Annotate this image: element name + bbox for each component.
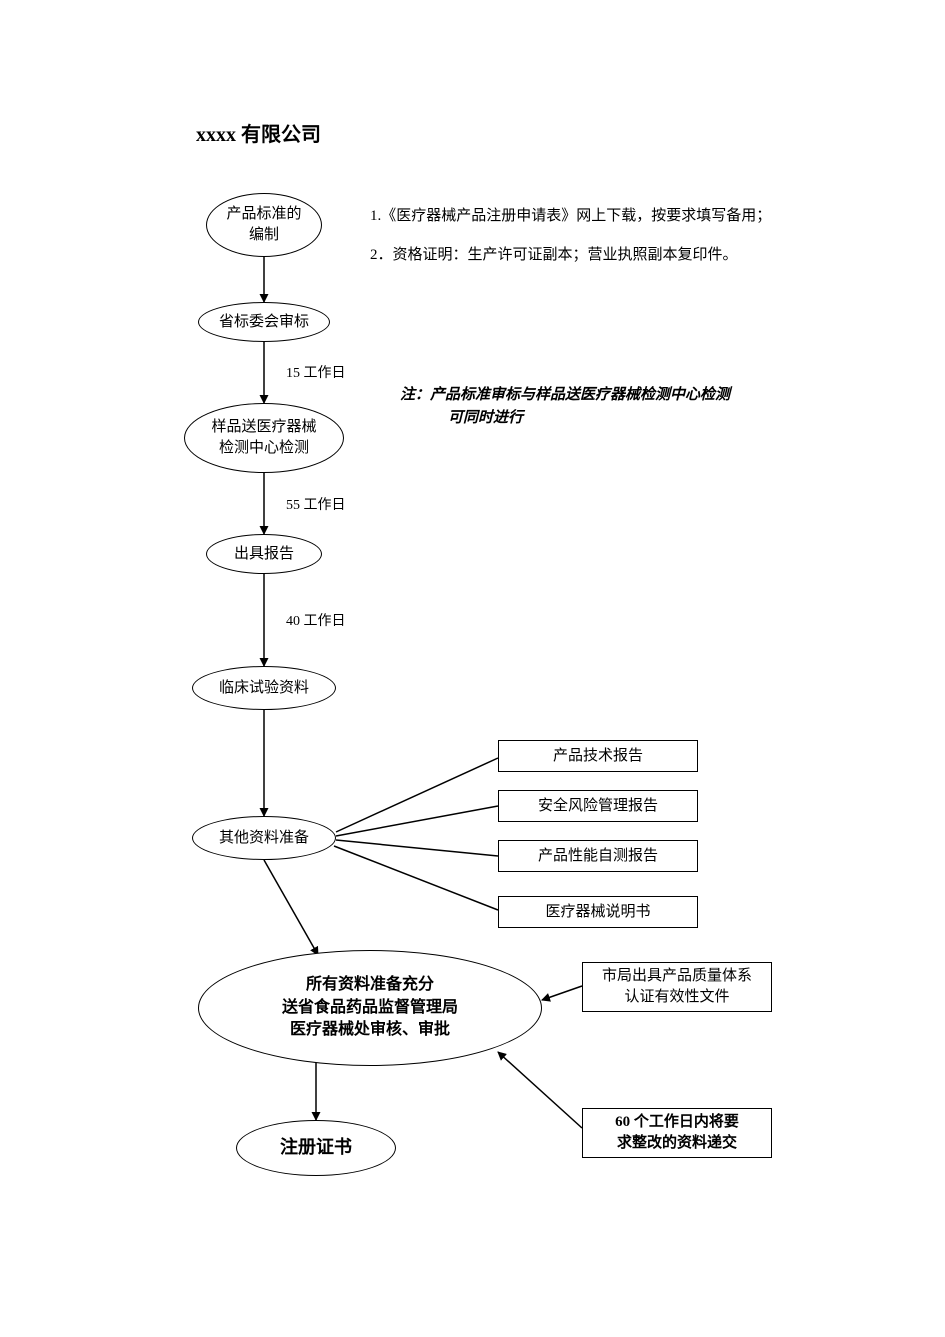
flow-rect-label-r5: 市局出具产品质量体系认证有效性文件 — [602, 966, 752, 1008]
edge-e11 — [334, 846, 498, 910]
flow-node-n1: 产品标准的编制 — [206, 193, 322, 257]
flow-node-n5: 临床试验资料 — [192, 666, 336, 710]
flow-node-label-n5: 临床试验资料 — [219, 678, 309, 699]
flow-rect-label-r4: 医疗器械说明书 — [545, 902, 650, 923]
flow-rect-r2: 安全风险管理报告 — [498, 790, 698, 822]
flow-rect-r4: 医疗器械说明书 — [498, 896, 698, 928]
flow-rect-r3: 产品性能自测报告 — [498, 840, 698, 872]
flow-rect-label-r3: 产品性能自测报告 — [538, 846, 658, 867]
flow-rect-r6: 60 个工作日内将要求整改的资料递交 — [582, 1108, 772, 1158]
flow-node-label-n6: 其他资料准备 — [219, 828, 309, 849]
side-line-1: 1.《医疗器械产品注册申请表》网上下载，按要求填写备用； — [370, 202, 870, 231]
flow-node-label-n3: 样品送医疗器械检测中心检测 — [211, 417, 316, 459]
flow-node-n3: 样品送医疗器械检测中心检测 — [184, 403, 344, 473]
flow-node-n2: 省标委会审标 — [198, 302, 330, 342]
edge-e10 — [336, 840, 498, 856]
flow-rect-label-r2: 安全风险管理报告 — [538, 796, 658, 817]
flow-node-label-n4: 出具报告 — [234, 544, 294, 565]
flow-rect-r1: 产品技术报告 — [498, 740, 698, 772]
flow-node-label-n1: 产品标准的编制 — [226, 204, 301, 246]
flow-node-label-n2: 省标委会审标 — [219, 312, 309, 333]
side-line-2: 2．资格证明：生产许可证副本；营业执照副本复印件。 — [370, 241, 870, 270]
flow-node-n4: 出具报告 — [206, 534, 322, 574]
flow-rect-r5: 市局出具产品质量体系认证有效性文件 — [582, 962, 772, 1012]
flow-node-n6: 其他资料准备 — [192, 816, 336, 860]
edge-label-l2: 55 工作日 — [286, 494, 346, 514]
note-line-1: 注：产品标准审标与样品送医疗器械检测中心检测 — [400, 384, 820, 407]
edge-e9 — [336, 806, 498, 836]
flow-node-n8: 注册证书 — [236, 1120, 396, 1176]
flow-node-n7: 所有资料准备充分送省食品药品监督管理局医疗器械处审核、审批 — [198, 950, 542, 1066]
edge-label-l1: 15 工作日 — [286, 362, 346, 382]
flow-node-label-n8: 注册证书 — [280, 1135, 352, 1160]
edge-e12 — [542, 986, 582, 1000]
note-line-2: 可同时进行 — [400, 407, 820, 430]
note-text: 注：产品标准审标与样品送医疗器械检测中心检测 可同时进行 — [400, 384, 820, 429]
edge-e6 — [264, 860, 318, 955]
flow-rect-label-r6: 60 个工作日内将要求整改的资料递交 — [615, 1112, 739, 1154]
page-title: xxxx 有限公司 — [196, 118, 321, 147]
flow-node-label-n7: 所有资料准备充分送省食品药品监督管理局医疗器械处审核、审批 — [282, 974, 458, 1041]
flow-rect-label-r1: 产品技术报告 — [553, 746, 643, 767]
edge-e8 — [336, 758, 498, 832]
edge-e13 — [498, 1052, 582, 1128]
edge-label-l3: 40 工作日 — [286, 610, 346, 630]
flowchart-edges — [0, 0, 945, 1337]
side-instruction-text: 1.《医疗器械产品注册申请表》网上下载，按要求填写备用； 2．资格证明：生产许可… — [370, 202, 870, 269]
page-title-text: xxxx 有限公司 — [196, 124, 321, 146]
